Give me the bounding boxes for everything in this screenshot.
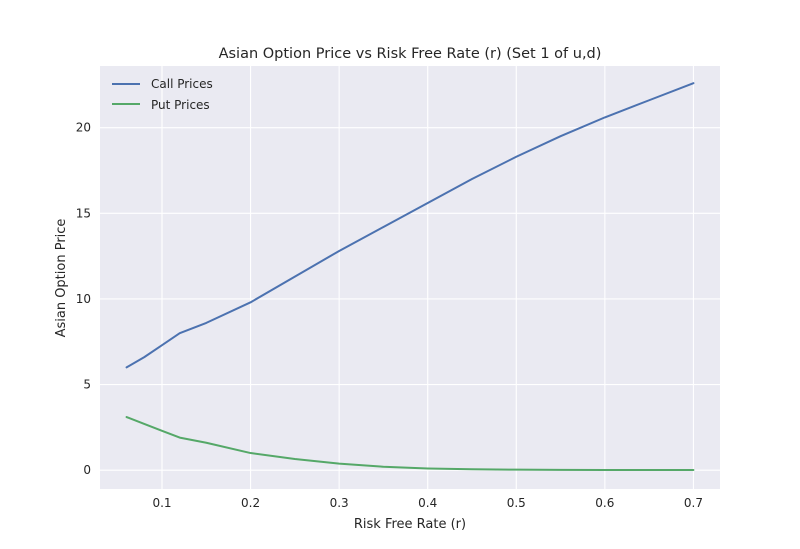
y-tick-labels: 0 5 10 15 20 [76,121,91,478]
y-axis-label: Asian Option Price [54,219,69,338]
put-prices-line [125,416,695,471]
series-lines [125,82,695,471]
y-tick-label: 20 [76,121,91,135]
x-axis-label: Risk Free Rate (r) [354,517,466,532]
x-tick-label: 0.1 [152,496,171,510]
x-tick-label: 0.5 [507,496,526,510]
legend: Call Prices Put Prices [112,77,213,112]
grid [100,66,720,489]
y-tick-label: 10 [76,292,91,306]
x-tick-labels: 0.1 0.2 0.3 0.4 0.5 0.6 0.7 [152,496,703,510]
plot-background [100,66,720,489]
x-tick-label: 0.2 [241,496,260,510]
call-prices-line [125,82,695,369]
legend-label-put: Put Prices [151,98,210,112]
x-tick-label: 0.4 [418,496,437,510]
chart-title: Asian Option Price vs Risk Free Rate (r)… [219,46,602,62]
y-tick-label: 0 [83,463,91,477]
y-tick-label: 15 [76,206,91,220]
y-tick-label: 5 [83,378,91,392]
legend-label-call: Call Prices [151,77,213,91]
x-tick-label: 0.7 [684,496,703,510]
x-tick-label: 0.6 [595,496,614,510]
x-tick-label: 0.3 [330,496,349,510]
